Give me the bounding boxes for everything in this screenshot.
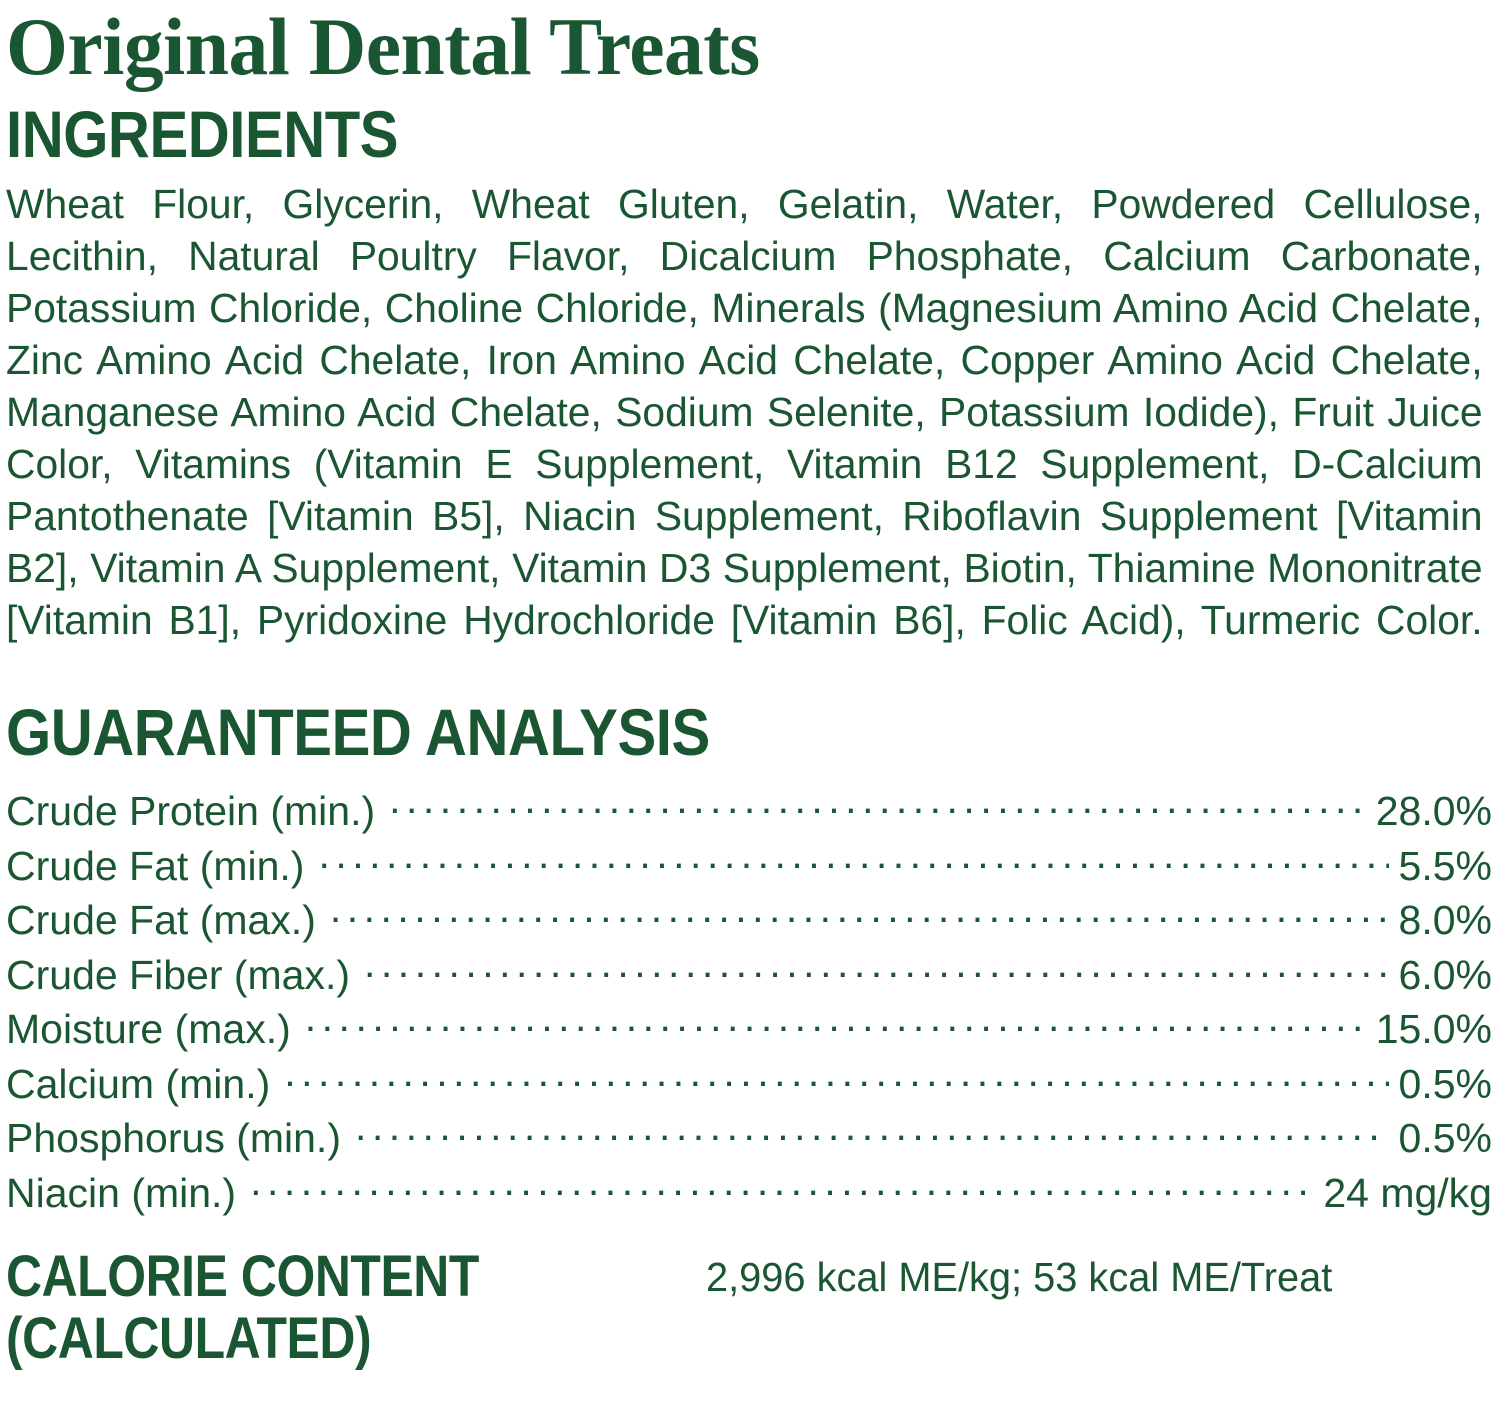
calorie-content-subheading: (CALCULATED): [6, 1306, 372, 1371]
table-row: Crude Protein (min.) 28.0%: [6, 784, 1492, 839]
analysis-value: 0.5%: [1398, 1115, 1492, 1161]
ingredients-heading: INGREDIENTS: [6, 97, 399, 171]
leader-dots: [389, 784, 1366, 825]
analysis-value: 24 mg/kg: [1323, 1169, 1492, 1216]
analysis-label: Niacin (min.): [6, 1169, 237, 1216]
analysis-label: Crude Fat (min.): [6, 842, 305, 889]
leader-dots: [284, 1057, 1388, 1098]
calorie-heading-group: CALORIE CONTENT (CALCULATED): [6, 1246, 706, 1370]
table-row: Crude Fiber (max.) 6.0%: [6, 948, 1492, 1003]
leader-dots: [330, 893, 1389, 934]
table-row: Moisture (max.) 15.0%: [6, 1002, 1492, 1057]
table-row: Crude Fat (max.) 8.0%: [6, 893, 1492, 948]
table-row: Phosphorus (min.) 0.5%: [6, 1111, 1492, 1166]
calorie-content-heading: CALORIE CONTENT: [6, 1244, 479, 1309]
leader-dots: [318, 839, 1388, 880]
guaranteed-analysis-table: Crude Protein (min.) 28.0% Crude Fat (mi…: [6, 784, 1492, 1220]
leader-dots: [364, 948, 1389, 989]
analysis-label: Phosphorus (min.): [6, 1115, 341, 1161]
leader-dots: [305, 1002, 1366, 1043]
analysis-label: Moisture (max.): [6, 1006, 291, 1052]
analysis-value: 15.0%: [1375, 1006, 1492, 1052]
leader-dots: [250, 1166, 1313, 1207]
analysis-label: Calcium (min.): [6, 1060, 271, 1107]
analysis-value: 5.5%: [1398, 842, 1492, 889]
leader-dots: [355, 1111, 1389, 1152]
analysis-value: 0.5%: [1398, 1060, 1492, 1107]
ingredients-text: Wheat Flour, Glycerin, Wheat Gluten, Gel…: [6, 181, 1483, 643]
calorie-content-value: 2,996 kcal ME/kg; 53 kcal ME/Treat: [706, 1254, 1333, 1300]
table-row: Crude Fat (min.) 5.5%: [6, 839, 1492, 894]
analysis-value: 8.0%: [1398, 897, 1492, 943]
guaranteed-analysis-heading: GUARANTEED ANALYSIS: [6, 695, 710, 769]
analysis-label: Crude Fat (max.): [6, 897, 316, 943]
analysis-value: 28.0%: [1375, 788, 1492, 834]
analysis-value: 6.0%: [1398, 951, 1492, 998]
table-row: Niacin (min.) 24 mg/kg: [6, 1166, 1492, 1221]
table-row: Calcium (min.) 0.5%: [6, 1057, 1492, 1112]
analysis-label: Crude Protein (min.): [6, 788, 376, 834]
calorie-content-section: CALORIE CONTENT (CALCULATED) 2,996 kcal …: [6, 1246, 1492, 1370]
analysis-label: Crude Fiber (max.): [6, 951, 351, 998]
page-title: Original Dental Treats: [6, 1, 760, 92]
